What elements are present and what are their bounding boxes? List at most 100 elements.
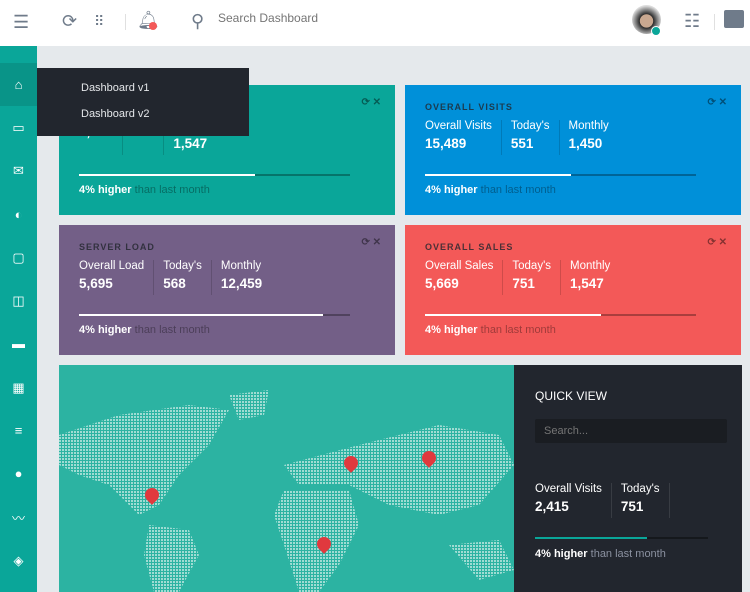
card-controls: ⟳ ✕ bbox=[361, 237, 381, 248]
refresh-icon[interactable]: ⟳ bbox=[62, 11, 78, 31]
grid-icon[interactable]: ▦ bbox=[12, 379, 25, 395]
stat: Overall Visits 2,415 bbox=[535, 483, 612, 518]
divider bbox=[125, 14, 126, 30]
stat-label: Overall Sales bbox=[425, 260, 494, 272]
stat-value: 2,415 bbox=[535, 499, 569, 514]
hamburger-menu-icon[interactable]: ☰ bbox=[13, 12, 30, 32]
card-title: OVERALL VISITS bbox=[425, 102, 513, 112]
sidebar: ⌂ ▭ ✉ ◐ ▢ ◫ ▬ ▦ ≡ ● 〰 ◈ bbox=[0, 46, 37, 592]
stat-label: Overall Visits bbox=[535, 483, 602, 495]
stat-label: Today's bbox=[510, 120, 550, 132]
card-title: SERVER LOAD bbox=[79, 242, 155, 252]
quick-view-note: 4% higher than last month bbox=[535, 548, 666, 560]
card-controls: ⟳ ✕ bbox=[707, 237, 727, 248]
online-status-dot bbox=[651, 26, 661, 36]
quick-view-progress bbox=[535, 537, 708, 539]
quick-view-stats: Overall Visits 2,415 Today's 751 bbox=[535, 483, 679, 518]
stat: Today's 751 bbox=[621, 483, 670, 518]
layers-icon[interactable]: ◈ bbox=[13, 552, 24, 568]
stat: Monthly 1,547 bbox=[570, 260, 619, 295]
stat-label: Monthly bbox=[570, 260, 611, 272]
checklist-icon[interactable]: ≡ bbox=[14, 423, 23, 438]
world-map bbox=[59, 365, 514, 592]
top-bar: ☰ ⟳ ⠿ 🔔︎ ⚲ ☷ bbox=[0, 0, 750, 46]
quick-view-title: QUICK VIEW bbox=[535, 389, 608, 403]
stat-value: 12,459 bbox=[220, 276, 263, 291]
screen-icon[interactable]: ▢ bbox=[12, 249, 25, 265]
home-icon[interactable]: ⌂ bbox=[0, 63, 37, 106]
quick-view-search-input[interactable] bbox=[535, 419, 727, 443]
stat-label: Today's bbox=[620, 483, 660, 495]
progress-bar bbox=[425, 314, 696, 316]
card-controls: ⟳ ✕ bbox=[361, 97, 381, 108]
dashboard-dropdown: Dashboard v1 Dashboard v2 bbox=[37, 68, 249, 136]
close-icon[interactable]: ✕ bbox=[372, 97, 381, 108]
server-load-card: SERVER LOAD ⟳ ✕ Overall Load 5,695 Today's… bbox=[59, 225, 395, 355]
divider bbox=[714, 14, 715, 30]
world-map-graphic bbox=[59, 390, 514, 592]
reload-icon[interactable]: ⟳ bbox=[707, 97, 716, 108]
close-icon[interactable]: ✕ bbox=[718, 97, 727, 108]
map-pin-icon[interactable]: ● bbox=[14, 466, 23, 481]
chat-icon[interactable] bbox=[724, 10, 744, 28]
reload-icon[interactable]: ⟳ bbox=[361, 97, 370, 108]
search-input[interactable] bbox=[218, 11, 418, 25]
stat-value: 751 bbox=[620, 499, 644, 514]
stat-value: 568 bbox=[163, 276, 186, 291]
stat-value: 551 bbox=[510, 136, 534, 151]
stat-label: Today's bbox=[163, 260, 202, 272]
bell-icon[interactable]: 🔔︎ bbox=[137, 10, 160, 30]
reload-icon[interactable]: ⟳ bbox=[361, 237, 370, 248]
stat-value: 751 bbox=[512, 276, 535, 291]
overall-sales-card: OVERALL SALES ⟳ ✕ Overall Sales 5,669 Toda… bbox=[405, 225, 741, 355]
stat-value: 1,547 bbox=[570, 276, 604, 291]
stat: Monthly 1,450 bbox=[569, 120, 618, 155]
close-icon[interactable]: ✕ bbox=[372, 237, 381, 248]
apps-grid-icon[interactable]: ⠿ bbox=[94, 13, 105, 29]
columns-icon[interactable]: ◫ bbox=[12, 292, 25, 308]
stat-label: Overall Load bbox=[79, 260, 145, 272]
stat-label: Monthly bbox=[220, 260, 262, 272]
trend-line-icon[interactable]: 〰 bbox=[11, 511, 25, 526]
stat-label: Today's bbox=[512, 260, 552, 272]
stat: Today's 568 bbox=[163, 260, 212, 295]
progress-fill bbox=[79, 314, 323, 316]
card-stats: Overall Sales 5,669 Today's 751 Monthly 1,547 bbox=[425, 260, 628, 295]
stat-value: 5,695 bbox=[79, 276, 113, 291]
stat: Overall Sales 5,669 bbox=[425, 260, 504, 295]
search-icon: ⚲ bbox=[191, 11, 205, 31]
progress-bar bbox=[79, 174, 350, 176]
avatar[interactable] bbox=[632, 5, 661, 36]
monitor-frame-icon[interactable]: ▭ bbox=[12, 119, 25, 135]
card-note: 4% higher than last month bbox=[425, 324, 556, 336]
card-note: 4% higher than last month bbox=[425, 184, 556, 196]
settings-sliders-icon[interactable]: ☷ bbox=[684, 11, 701, 31]
reload-icon[interactable]: ⟳ bbox=[707, 237, 716, 248]
stat-value: 15,489 bbox=[425, 136, 467, 151]
card-controls: ⟳ ✕ bbox=[707, 97, 727, 108]
progress-fill bbox=[79, 174, 256, 176]
overall-visits-card: OVERALL VISITS ⟳ ✕ Overall Visits 15,489 T… bbox=[405, 85, 741, 215]
card-title: OVERALL SALES bbox=[425, 242, 514, 252]
stat-value: 1,547 bbox=[173, 136, 208, 151]
card-stats: Overall Load 5,695 Today's 568 Monthly 12,459 bbox=[79, 260, 280, 295]
stat: Today's 551 bbox=[511, 120, 560, 155]
progress-bar bbox=[425, 174, 696, 176]
stat: Overall Visits 15,489 bbox=[425, 120, 502, 155]
progress-bar bbox=[79, 314, 350, 316]
progress-fill bbox=[425, 174, 572, 176]
menu-item-dashboard-v1[interactable]: Dashboard v1 bbox=[81, 82, 150, 94]
stat: Overall Load 5,695 bbox=[79, 260, 155, 295]
stat: Today's 751 bbox=[512, 260, 562, 295]
close-icon[interactable]: ✕ bbox=[718, 237, 727, 248]
card-note: 4% higher than last month bbox=[79, 184, 210, 196]
menu-item-dashboard-v2[interactable]: Dashboard v2 bbox=[81, 108, 150, 120]
progress-fill bbox=[425, 314, 602, 316]
card-icon[interactable]: ▬ bbox=[12, 336, 25, 351]
card-note: 4% higher than last month bbox=[79, 324, 210, 336]
droplet-icon[interactable]: ◐ bbox=[14, 207, 23, 222]
stat: Monthly 12,459 bbox=[221, 260, 271, 295]
mail-icon[interactable]: ✉ bbox=[13, 162, 24, 178]
quick-view-panel: QUICK VIEW Overall Visits 2,415 Today's 75… bbox=[514, 365, 742, 592]
stat-value: 5,669 bbox=[425, 276, 459, 291]
